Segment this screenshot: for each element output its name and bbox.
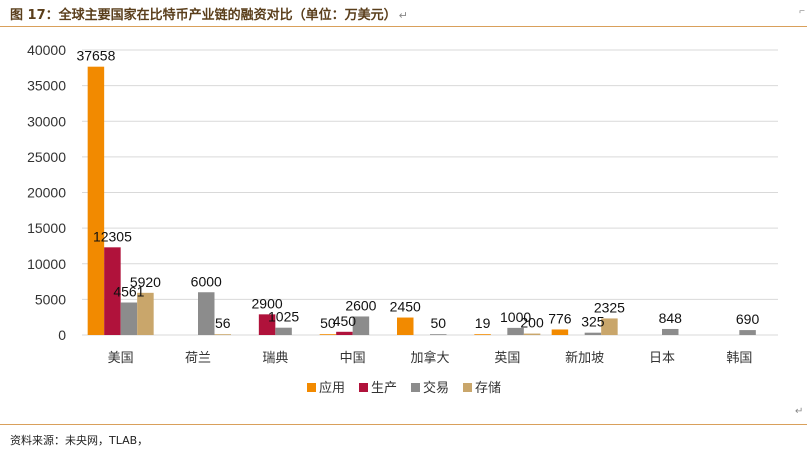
figure-title-bar: 图 17：全球主要国家在比特币产业链的融资对比（单位：万美元） ↵ ⌐	[0, 0, 807, 27]
data-label: 50	[430, 315, 446, 331]
legend-label: 应用	[319, 380, 345, 396]
data-label: 50	[320, 315, 336, 331]
bar	[601, 318, 618, 335]
data-label: 37658	[76, 48, 115, 64]
bar	[739, 330, 756, 335]
data-label: 1000	[500, 309, 531, 325]
bar	[87, 66, 105, 335]
bar	[352, 316, 370, 335]
y-tick-label: 25000	[27, 149, 66, 165]
corner-mark-icon: ⌐	[799, 6, 805, 17]
y-tick-label: 5000	[35, 291, 66, 307]
bar	[198, 292, 215, 335]
data-label: 2450	[390, 299, 421, 315]
bar	[137, 292, 154, 335]
data-label: 776	[548, 310, 572, 326]
x-category-label: 日本	[649, 351, 675, 366]
paragraph-mark-icon: ↵	[398, 9, 408, 22]
data-label: 200	[520, 315, 544, 331]
legend-swatch	[463, 383, 472, 392]
bar	[104, 247, 121, 335]
data-label: 450	[333, 313, 357, 329]
data-label: 2325	[594, 299, 625, 315]
data-label: 6000	[191, 273, 222, 289]
y-axis: 0 5000 10000 15000 20000 25000 30000 35000 40000	[27, 42, 66, 343]
bar	[214, 334, 231, 335]
paragraph-mark-icon-right: ↵	[795, 406, 804, 417]
legend-swatch	[359, 383, 368, 392]
legend-swatch	[411, 383, 420, 392]
data-label: 1025	[268, 309, 299, 325]
figure-title-text: 图 17：全球主要国家在比特币产业链的融资对比（单位：万美元）	[10, 8, 397, 23]
x-category-label: 美国	[108, 351, 134, 366]
x-category-label: 韩国	[726, 351, 752, 366]
figure-title: 图 17：全球主要国家在比特币产业链的融资对比（单位：万美元） ↵	[10, 4, 408, 23]
x-category-label: 新加坡	[565, 350, 604, 366]
y-tick-label: 0	[58, 327, 66, 343]
bar	[662, 328, 679, 335]
bar-series	[87, 66, 756, 335]
y-tick-label: 10000	[27, 256, 66, 272]
legend-label: 生产	[371, 381, 397, 396]
bar	[584, 332, 602, 335]
data-label: 690	[736, 311, 760, 327]
legend: 应用 生产 交易 存储	[307, 380, 501, 396]
data-label: 4561	[113, 284, 144, 300]
data-label: 5920	[130, 274, 161, 290]
data-label: 19	[475, 315, 491, 331]
x-category-label: 英国	[494, 351, 520, 366]
data-label: 2900	[252, 295, 283, 311]
x-category-label: 加拿大	[410, 350, 449, 366]
figure-footer: 资料来源：未央网，TLAB，	[0, 424, 807, 453]
y-tick-label: 20000	[27, 185, 66, 201]
y-tick-label: 35000	[27, 78, 66, 94]
bar	[474, 334, 491, 335]
bar	[430, 334, 447, 335]
y-tick-label: 40000	[27, 42, 66, 58]
bar	[120, 302, 138, 335]
legend-swatch	[307, 383, 316, 392]
bar	[397, 317, 414, 335]
bar	[507, 327, 524, 335]
data-label: 56	[215, 315, 231, 331]
bar	[551, 329, 569, 335]
bar	[523, 333, 541, 335]
x-axis-categories: 美国 荷兰 瑞典 中国 加拿大 英国 新加坡 日本 韩国	[108, 350, 753, 366]
bar	[336, 331, 353, 335]
bar	[258, 314, 276, 335]
grid-lines	[82, 49, 778, 336]
bar	[319, 334, 337, 335]
legend-label: 存储	[475, 381, 501, 396]
y-tick-label: 15000	[27, 220, 66, 236]
x-category-label: 荷兰	[185, 351, 211, 366]
x-category-label: 中国	[340, 351, 366, 366]
data-label: 2600	[345, 297, 376, 313]
data-label: 848	[659, 310, 683, 326]
bar-chart: 0 5000 10000 15000 20000 25000 30000 35000 40000…	[27, 42, 778, 396]
y-tick-label: 30000	[27, 113, 66, 129]
bar	[275, 327, 292, 335]
data-label: 12305	[93, 228, 132, 244]
x-category-label: 瑞典	[262, 351, 288, 366]
source-note: 资料来源：未央网，TLAB，	[10, 434, 149, 447]
legend-label: 交易	[423, 380, 449, 396]
data-label: 325	[581, 314, 605, 330]
